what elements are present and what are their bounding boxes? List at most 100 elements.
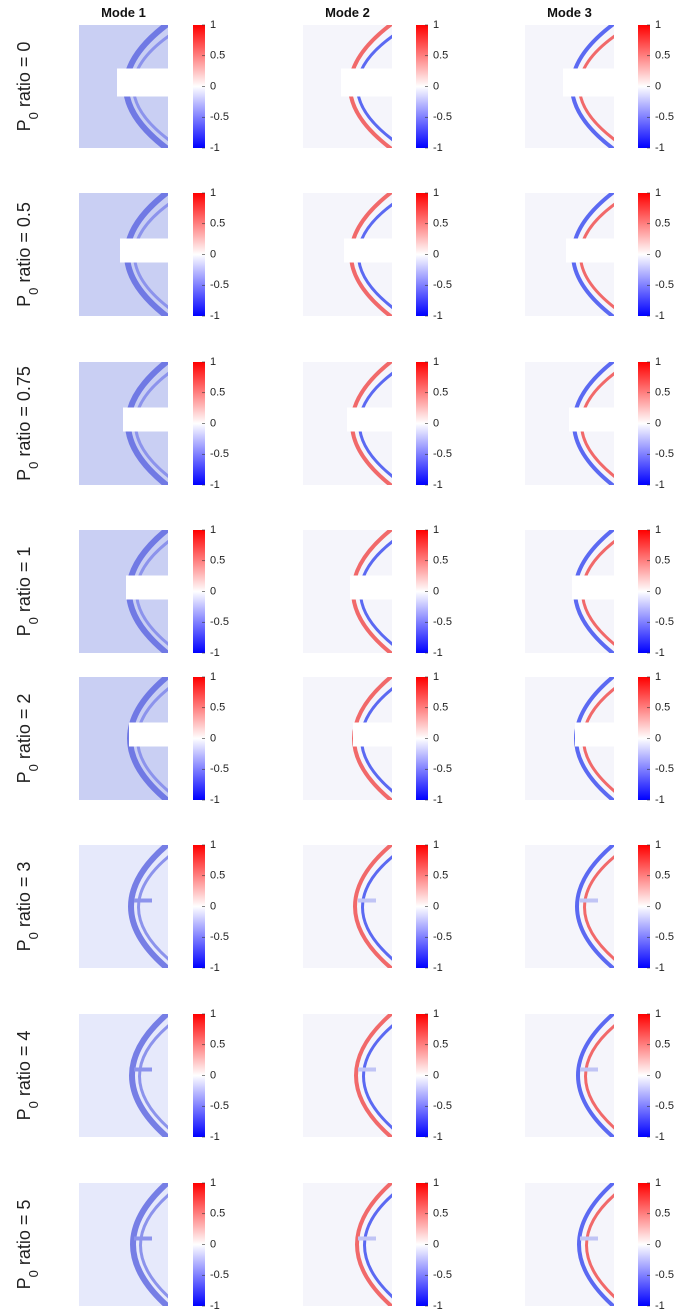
colorbar-tick-label: 1	[655, 1177, 661, 1189]
colorbar-tick-label: 1	[655, 839, 661, 851]
colorbar-tick-label: 0.5	[433, 870, 448, 882]
mode-field	[79, 1178, 173, 1311]
mode-image	[79, 20, 206, 153]
row-label: P0ratio = 0.5	[14, 202, 41, 307]
colorbar-tick-label: 1	[655, 1008, 661, 1020]
colorbar-tick-label: -1	[210, 1300, 220, 1312]
colorbar-tick-label: 0	[210, 1238, 216, 1250]
colorbar-tick-label: 0.5	[655, 555, 670, 567]
colorbar-tick-label: -0.5	[433, 1269, 452, 1281]
image-background	[79, 1183, 168, 1306]
row-label-symbol: P	[14, 624, 34, 636]
row-label-symbol: P	[14, 1108, 34, 1120]
colorbar-tick-label: -0.5	[655, 616, 674, 628]
colorbar-tick-label: 1	[655, 524, 661, 536]
sting	[117, 69, 206, 97]
row-label-subscript: 0	[26, 1270, 41, 1277]
row-label: P0ratio = 0	[14, 42, 41, 132]
mode-field	[79, 20, 206, 153]
colorbar-tick-label: -1	[210, 479, 220, 491]
row-label-symbol: P	[14, 1277, 34, 1289]
colorbar-tick-label: 0	[655, 900, 661, 912]
colorbar-tick-label: -1	[655, 647, 665, 659]
colorbar-tick-label: 0.5	[210, 1208, 225, 1220]
colorbar-tick-label: -0.5	[433, 279, 452, 291]
colorbar-tick-label: 0	[433, 900, 439, 912]
sting	[353, 723, 442, 747]
mode-field	[525, 20, 652, 153]
row-label-text: ratio = 2	[14, 694, 34, 760]
image-background	[79, 1014, 168, 1137]
mode-field	[525, 188, 655, 321]
mode-image	[525, 20, 652, 153]
colorbar-tick-label: 0.5	[433, 50, 448, 62]
image-background	[303, 1183, 392, 1306]
mode-image	[303, 188, 433, 321]
row-label-subscript: 0	[26, 462, 41, 469]
figure: Mode 1Mode 2Mode 3P0ratio = 010.50-0.5-1…	[0, 0, 680, 1313]
colorbar-tick-label: -1	[210, 1131, 220, 1143]
mode-field	[525, 840, 619, 973]
colorbar-tick-label: -1	[655, 142, 665, 154]
colorbar-tick-label: -1	[655, 1131, 665, 1143]
colorbar-tick-label: -1	[433, 962, 443, 974]
colorbar-tick-label: 0.5	[655, 387, 670, 399]
colorbar-tick-label: -0.5	[210, 1269, 229, 1281]
colorbar-tick-label: 0.5	[655, 50, 670, 62]
sting-wake	[134, 1068, 152, 1072]
row-label-text: ratio = 0	[14, 42, 34, 108]
colorbar-tick-label: -0.5	[433, 763, 452, 775]
colorbar-tick-label: -1	[655, 479, 665, 491]
column-title: Mode 2	[325, 5, 370, 20]
colorbar-tick-label: -0.5	[210, 279, 229, 291]
colorbar-tick-label: 0.5	[655, 1208, 670, 1220]
colorbar-tick-label: 0	[210, 900, 216, 912]
colorbar-tick-label: 1	[210, 19, 216, 31]
colorbar-tick-label: 1	[210, 839, 216, 851]
colorbar-tick-label: 1	[210, 1008, 216, 1020]
colorbar-tick-label: 1	[655, 187, 661, 199]
colorbar-tick-label: 1	[433, 1008, 439, 1020]
colorbar-tick-label: 0.5	[210, 218, 225, 230]
mode-image	[79, 188, 209, 321]
sting-wake	[134, 899, 152, 903]
colorbar-tick-label: 0	[210, 417, 216, 429]
mode-image	[525, 1178, 619, 1311]
colorbar-tick-label: -0.5	[433, 1100, 452, 1112]
colorbar-tick-label: 0.5	[433, 387, 448, 399]
colorbar-tick-label: 1	[433, 187, 439, 199]
colorbar-tick-label: -0.5	[210, 111, 229, 123]
colorbar-tick-label: 0.5	[210, 1039, 225, 1051]
mode-image	[303, 840, 397, 973]
colorbar-tick-label: -1	[433, 142, 443, 154]
colorbar-tick-label: -1	[655, 1300, 665, 1312]
colorbar-tick-label: 1	[433, 1177, 439, 1189]
mode-field	[79, 840, 173, 973]
colorbar-tick-label: -1	[210, 142, 220, 154]
colorbar-tick-label: 0	[433, 585, 439, 597]
column-title: Mode 1	[101, 5, 146, 20]
sting-wake	[358, 1068, 376, 1072]
colorbar-tick-label: 1	[433, 19, 439, 31]
colorbar-tick-label: 0	[210, 80, 216, 92]
colorbar-tick-label: 0	[655, 1238, 661, 1250]
colorbar-tick-label: 0	[433, 1238, 439, 1250]
colorbar-tick-label: 0.5	[210, 555, 225, 567]
colorbar-tick-label: -1	[433, 479, 443, 491]
colorbar-tick-label: 0.5	[433, 702, 448, 714]
column-title: Mode 3	[547, 5, 592, 20]
sting-wake	[134, 1237, 152, 1241]
mode-image	[525, 1009, 619, 1142]
mode-field	[79, 1009, 173, 1142]
colorbar-tick-label: 0	[210, 585, 216, 597]
mode-field	[303, 188, 433, 321]
colorbar-tick-label: 0.5	[655, 870, 670, 882]
colorbar-tick-label: 1	[433, 356, 439, 368]
colorbar-tick-label: 0	[655, 80, 661, 92]
mode-field	[79, 357, 212, 490]
colorbar-tick-label: 0	[655, 1069, 661, 1081]
colorbar-tick-label: -0.5	[210, 616, 229, 628]
colorbar-tick-label: 0	[433, 248, 439, 260]
row-label: P0ratio = 0.75	[14, 366, 41, 481]
sting-wake	[358, 1237, 376, 1241]
